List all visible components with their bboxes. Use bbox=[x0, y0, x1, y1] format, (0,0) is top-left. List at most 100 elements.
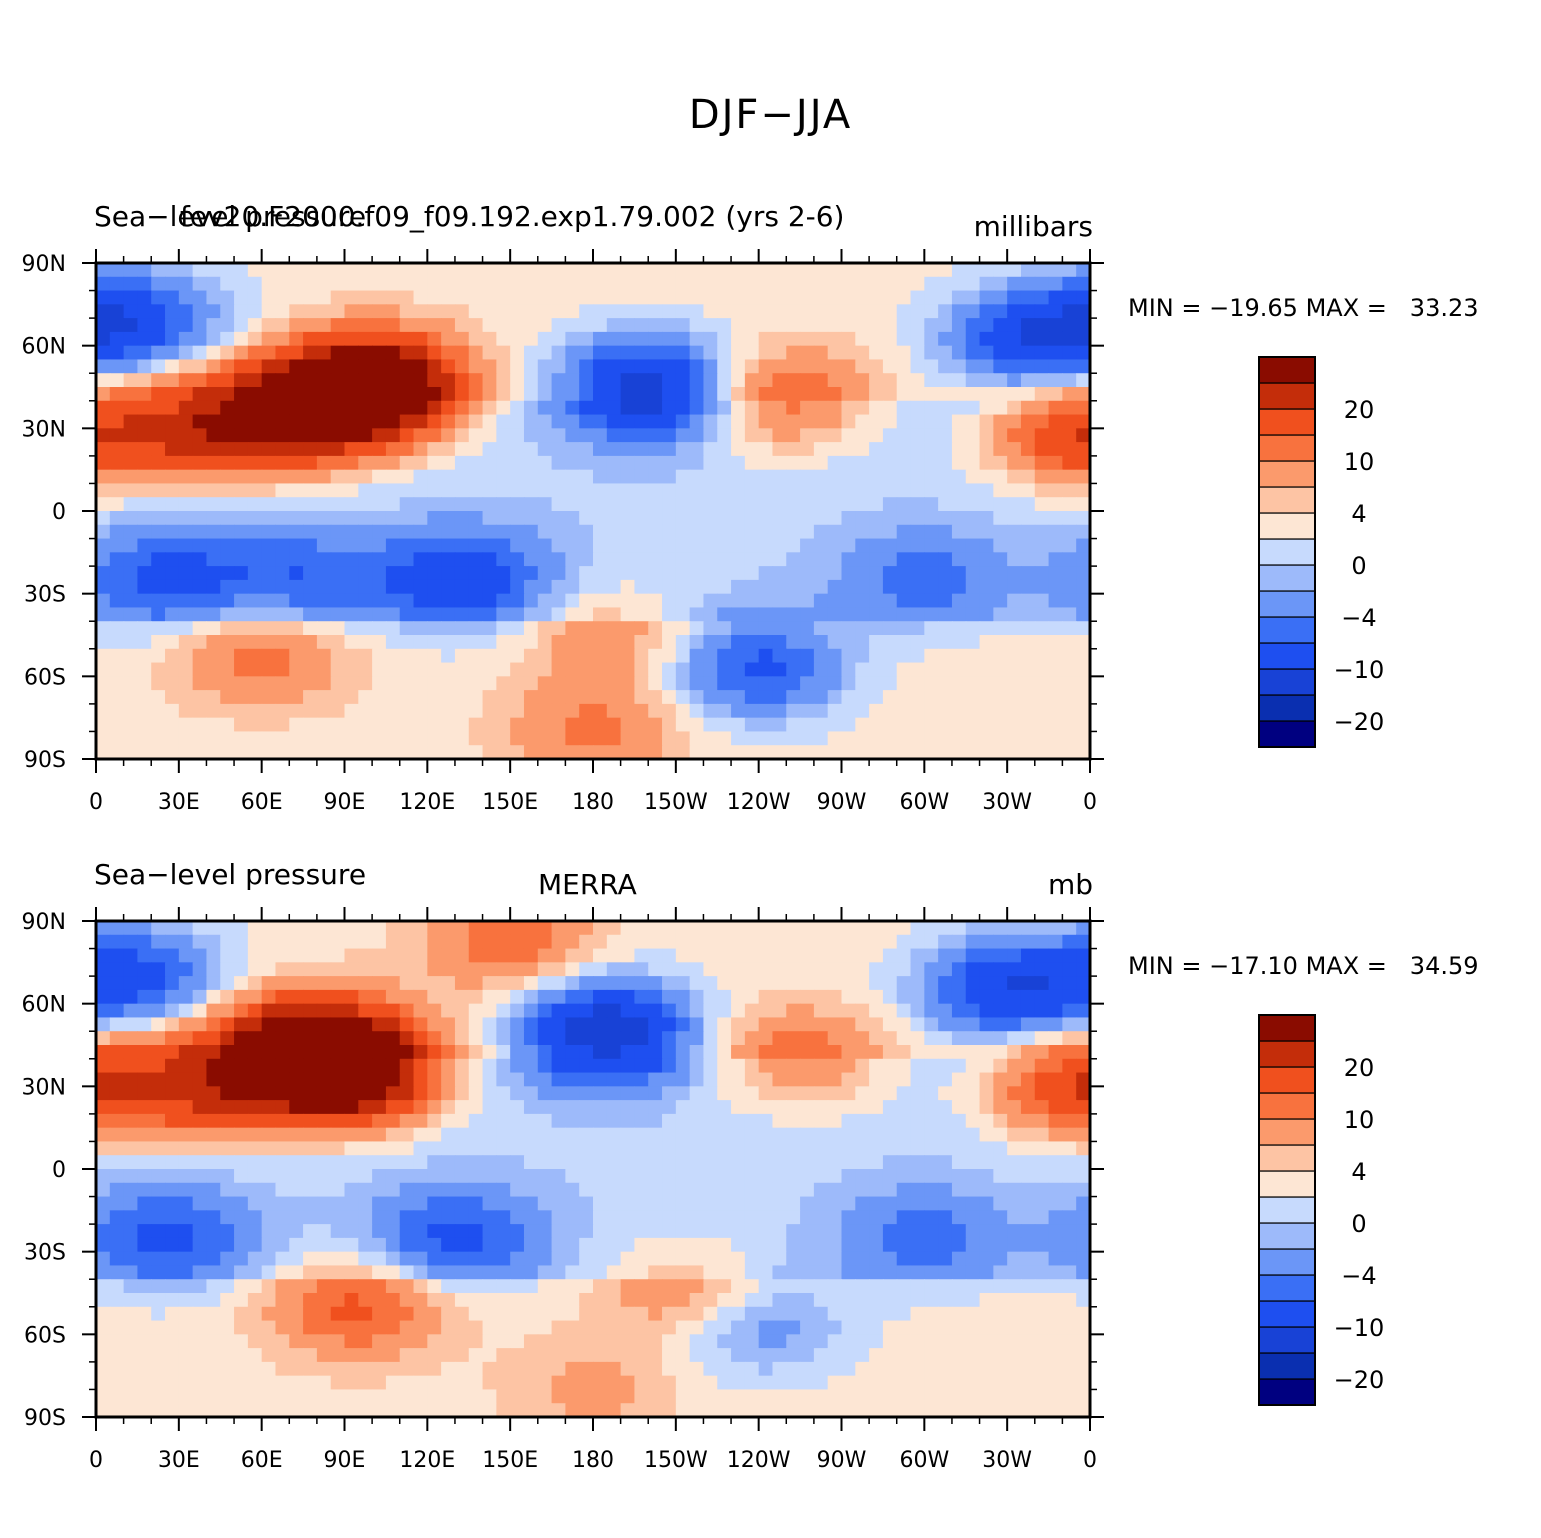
field-cell bbox=[717, 387, 732, 402]
field-cell bbox=[634, 921, 649, 936]
field-cell bbox=[123, 579, 139, 595]
field-cell bbox=[247, 1113, 263, 1129]
field-cell bbox=[192, 1224, 208, 1239]
field-cell bbox=[427, 948, 442, 963]
field-cell bbox=[717, 1182, 732, 1198]
field-cell bbox=[1048, 1058, 1063, 1074]
field-cell bbox=[399, 593, 415, 609]
field-cell bbox=[468, 989, 484, 1005]
field-cell bbox=[1020, 1334, 1036, 1349]
field-cell bbox=[1048, 538, 1063, 553]
field-cell bbox=[1007, 690, 1022, 705]
field-cell bbox=[316, 1086, 332, 1101]
field-cell bbox=[1020, 359, 1036, 374]
field-cell bbox=[482, 976, 497, 991]
field-cell bbox=[523, 921, 539, 936]
field-cell bbox=[261, 483, 277, 498]
field-cell bbox=[109, 690, 125, 705]
field-cell bbox=[800, 731, 815, 746]
field-cell bbox=[1020, 579, 1036, 595]
field-cell bbox=[496, 976, 511, 991]
field-cell bbox=[523, 373, 539, 388]
field-cell bbox=[413, 1155, 428, 1170]
field-cell bbox=[882, 745, 898, 759]
field-cell bbox=[441, 414, 456, 429]
field-cell bbox=[786, 635, 801, 650]
field-cell bbox=[579, 745, 594, 759]
field-cell bbox=[1020, 1279, 1036, 1294]
field-cell bbox=[896, 621, 912, 636]
field-cell bbox=[537, 934, 553, 950]
field-cell bbox=[220, 703, 235, 719]
field-cell bbox=[689, 276, 705, 292]
field-cell bbox=[220, 745, 235, 759]
field-cell bbox=[772, 1279, 787, 1294]
field-cell bbox=[330, 1045, 346, 1060]
field-cell bbox=[247, 1334, 263, 1349]
field-cell bbox=[96, 455, 111, 471]
field-cell bbox=[606, 1279, 622, 1294]
field-cell bbox=[1062, 579, 1077, 595]
field-cell bbox=[220, 1182, 235, 1198]
field-cell bbox=[634, 676, 649, 691]
colorbar-swatch bbox=[1258, 590, 1316, 618]
field-cell bbox=[109, 745, 125, 759]
field-cell bbox=[137, 290, 152, 305]
field-cell bbox=[800, 690, 815, 705]
min-label: MIN = bbox=[1128, 952, 1202, 980]
field-cell bbox=[1076, 276, 1090, 292]
field-cell bbox=[689, 1265, 705, 1280]
field-cell bbox=[496, 400, 511, 416]
field-cell bbox=[165, 566, 180, 581]
field-cells bbox=[96, 921, 1090, 1417]
field-cell bbox=[979, 290, 994, 305]
field-cell bbox=[137, 635, 152, 650]
field-cell bbox=[965, 717, 981, 733]
field-cell bbox=[96, 1169, 111, 1184]
field-cell bbox=[855, 1113, 870, 1129]
field-cell bbox=[1034, 1182, 1050, 1198]
field-cell bbox=[689, 621, 705, 636]
field-cell bbox=[344, 976, 359, 991]
field-cell bbox=[165, 304, 180, 319]
field-cell bbox=[151, 263, 166, 278]
field-cell bbox=[441, 648, 456, 664]
field-cell bbox=[468, 621, 484, 636]
field-cell bbox=[96, 1141, 111, 1156]
field-cell bbox=[1034, 579, 1050, 595]
field-cell bbox=[910, 1196, 925, 1211]
field-cell bbox=[662, 1306, 677, 1322]
field-cell bbox=[689, 538, 705, 553]
field-cell bbox=[675, 1045, 691, 1060]
field-cell bbox=[1062, 607, 1077, 622]
panel-left-title: Sea−level pressure bbox=[94, 200, 367, 233]
field-cell bbox=[744, 1293, 760, 1308]
field-cell bbox=[510, 400, 525, 416]
field-cell bbox=[358, 1279, 373, 1294]
field-cell bbox=[813, 1141, 829, 1156]
field-cell bbox=[744, 1155, 760, 1170]
field-cell bbox=[1076, 1072, 1090, 1087]
field-cell bbox=[482, 703, 497, 719]
field-cell bbox=[165, 635, 180, 650]
field-cell bbox=[924, 524, 939, 540]
field-cell bbox=[482, 962, 497, 977]
field-cell bbox=[813, 1251, 829, 1267]
field-cell bbox=[247, 359, 263, 374]
field-cell bbox=[606, 524, 622, 540]
field-cell bbox=[482, 948, 497, 963]
field-cell bbox=[178, 1086, 194, 1101]
field-cell bbox=[979, 455, 994, 471]
field-cell bbox=[896, 1169, 912, 1184]
field-cell bbox=[344, 1127, 359, 1143]
field-cell bbox=[731, 263, 746, 278]
field-cell bbox=[786, 428, 801, 443]
field-cell bbox=[358, 1196, 373, 1211]
field-cell bbox=[289, 1224, 304, 1239]
field-cell bbox=[1020, 1100, 1036, 1115]
field-cell bbox=[441, 1169, 456, 1184]
field-cell bbox=[123, 1141, 139, 1156]
field-cell bbox=[303, 948, 318, 963]
field-cell bbox=[178, 593, 194, 609]
field-cell bbox=[731, 552, 746, 567]
